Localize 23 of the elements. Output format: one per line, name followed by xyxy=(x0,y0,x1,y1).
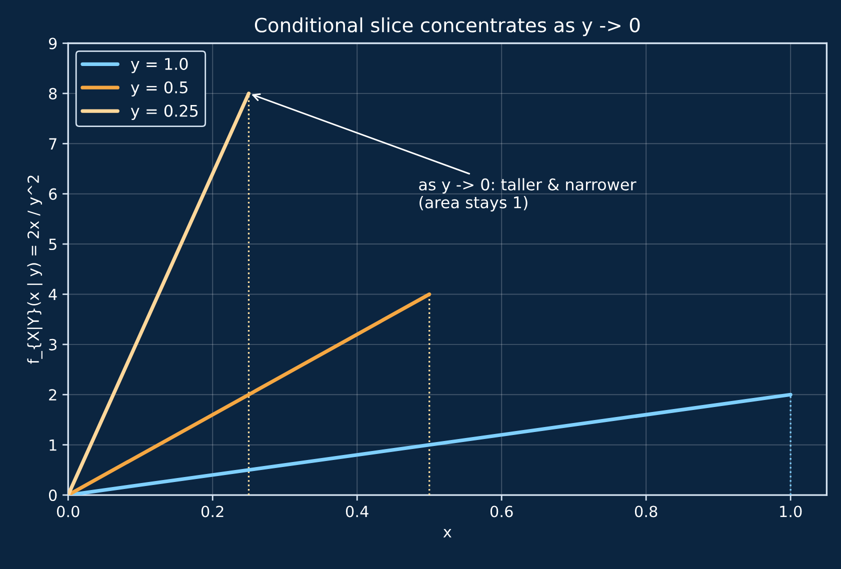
y-tick-label: 0 xyxy=(48,489,57,502)
x-tick-label: 0.6 xyxy=(490,506,513,518)
y-tick-label: 8 xyxy=(49,88,57,100)
x-tick-label: 1.0 xyxy=(780,506,802,518)
y-tick-label: 3 xyxy=(49,338,56,350)
x-tick-label: 0.2 xyxy=(201,506,224,518)
x-axis-title: x xyxy=(443,529,452,538)
y-tick-label: 2 xyxy=(49,389,56,400)
x-tick-label: 0.0 xyxy=(56,506,80,518)
y-axis-title: f_{X|Y}(x | y) = 2x / y^2 xyxy=(27,176,42,364)
y-tick-label: 5 xyxy=(49,238,56,250)
chart-title: Conditional slice concentrates as y -> 0 xyxy=(254,17,640,36)
y-tick-label: 6 xyxy=(49,188,57,200)
y-tick-label: 1 xyxy=(50,439,56,451)
x-tick-label: 0.8 xyxy=(634,506,658,518)
legend-label: y = 0.5 xyxy=(130,81,188,97)
y-tick-label: 7 xyxy=(49,138,56,150)
y-tick-label: 4 xyxy=(48,288,57,300)
legend-label: y = 1.0 xyxy=(130,58,188,74)
legend-label: y = 0.25 xyxy=(130,104,198,120)
annotation: as y -> 0: taller & narrower (area stays 1) xyxy=(419,178,636,212)
y-tick-label: 9 xyxy=(48,38,57,50)
x-tick-label: 0.4 xyxy=(346,506,368,518)
